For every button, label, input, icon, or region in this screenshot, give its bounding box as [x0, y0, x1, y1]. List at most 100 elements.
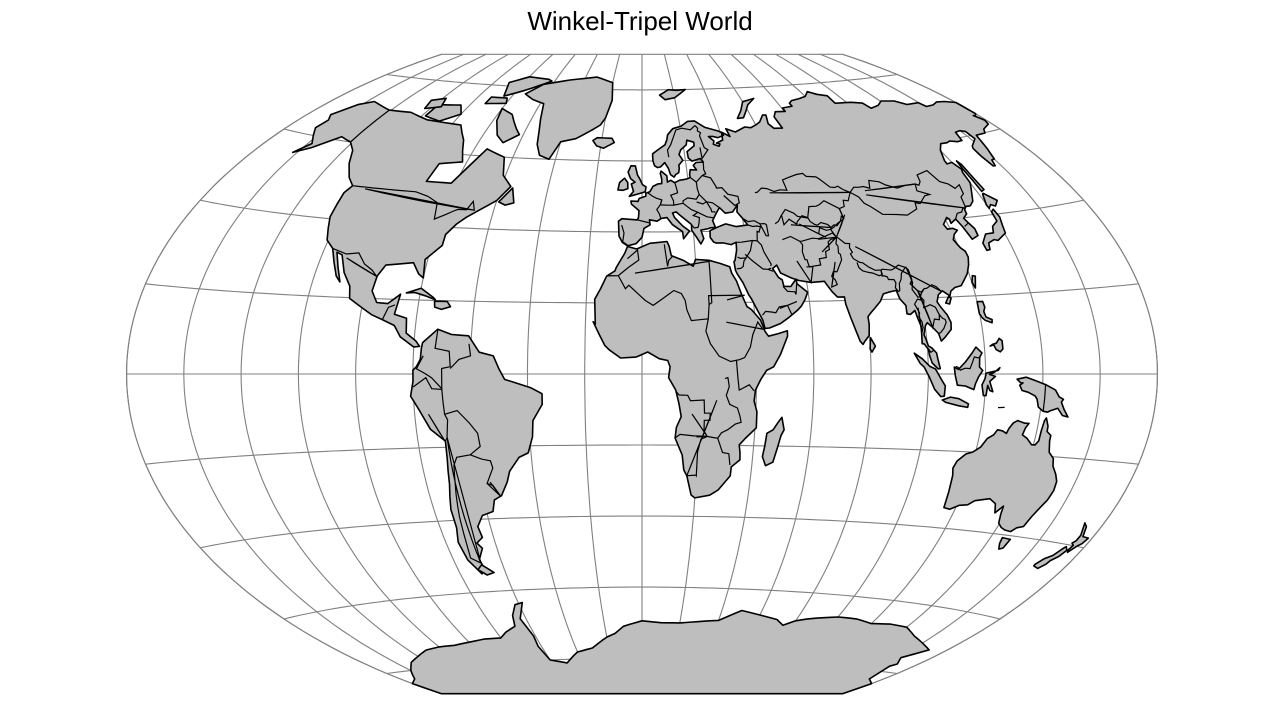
country-border — [799, 232, 838, 242]
country-border — [1042, 384, 1047, 412]
country-border — [705, 318, 764, 363]
land-hispaniola — [433, 300, 452, 311]
country-border — [698, 194, 720, 209]
land-philippines-luzon — [976, 300, 993, 324]
land-eurasia — [617, 90, 996, 370]
land-madagascar — [761, 416, 785, 467]
country-border — [685, 376, 742, 478]
land-australia — [943, 417, 1058, 533]
land-britain — [627, 165, 647, 198]
land-south-america — [409, 328, 543, 575]
country-border — [412, 376, 449, 443]
country-border — [697, 211, 714, 219]
country-border — [898, 267, 906, 293]
globe-outline — [126, 53, 1158, 695]
country-border — [332, 247, 378, 277]
country-border — [702, 174, 740, 207]
country-border — [694, 125, 709, 160]
country-border — [352, 185, 475, 221]
country-border — [381, 304, 396, 320]
country-border — [955, 356, 980, 371]
country-border — [744, 253, 772, 270]
land-north-america — [291, 100, 512, 348]
country-border — [911, 282, 924, 334]
land-sri-lanka — [869, 336, 877, 353]
country-border — [806, 236, 838, 268]
land-svalbard — [658, 88, 686, 101]
land-new-guinea — [1016, 376, 1069, 418]
country-border — [667, 255, 674, 267]
land-taiwan — [971, 274, 977, 289]
country-borders — [332, 109, 1047, 565]
country-border — [444, 409, 483, 565]
country-border — [621, 224, 630, 247]
land-baffin — [496, 107, 521, 144]
country-border — [449, 343, 472, 369]
country-border — [919, 288, 925, 297]
map-title: Winkel-Tripel World — [527, 6, 753, 36]
country-border — [782, 283, 798, 295]
land-devon — [484, 96, 508, 105]
land-africa — [592, 240, 789, 499]
land-philippines-mindanao — [989, 337, 1004, 353]
parallel-line — [200, 515, 1084, 549]
country-border — [707, 294, 745, 305]
land-tierra-del-fuego — [477, 564, 495, 576]
land-novaya-zemlya — [736, 97, 755, 120]
country-border — [663, 244, 669, 267]
land-greenland — [524, 76, 614, 160]
graticule — [126, 53, 1158, 695]
country-border — [955, 207, 966, 219]
land-japan — [982, 208, 1007, 252]
land-banks — [423, 97, 447, 110]
country-border — [759, 223, 770, 237]
land-masses — [291, 76, 1090, 695]
country-border — [762, 301, 798, 316]
country-border — [486, 482, 501, 497]
country-border — [964, 222, 969, 227]
country-border — [736, 224, 762, 243]
country-border — [675, 391, 711, 437]
country-border — [735, 359, 755, 392]
country-border — [782, 235, 814, 285]
land-antarctica — [410, 601, 930, 695]
country-border — [786, 305, 793, 315]
country-border — [754, 172, 851, 194]
country-border — [673, 176, 700, 206]
land-hokkaido — [981, 192, 998, 210]
parallel-line — [283, 586, 1001, 620]
land-hainan — [944, 295, 952, 305]
land-java — [941, 396, 970, 409]
land-victoria — [424, 103, 462, 122]
country-border — [682, 202, 701, 229]
country-border — [938, 314, 947, 335]
country-border — [717, 438, 731, 466]
country-border — [756, 240, 772, 267]
land-sumatra — [913, 352, 947, 398]
country-border — [736, 257, 747, 270]
country-border — [829, 192, 851, 239]
country-border — [617, 260, 713, 322]
country-border — [905, 266, 940, 330]
country-border — [880, 269, 900, 293]
land-cuba — [405, 287, 437, 301]
country-border — [681, 125, 696, 131]
country-border — [856, 262, 884, 277]
land-tasmania — [998, 536, 1012, 550]
country-border — [350, 109, 390, 143]
land-ireland — [617, 177, 629, 192]
land-sulawesi — [981, 366, 1001, 397]
country-border — [927, 348, 934, 354]
land-newfoundland — [497, 187, 515, 206]
country-border — [696, 200, 716, 213]
country-border — [695, 161, 707, 183]
country-border — [666, 127, 682, 158]
country-border — [780, 214, 832, 238]
country-border — [637, 219, 651, 224]
land-sakhalin — [955, 160, 985, 193]
country-border — [674, 433, 708, 439]
parallel-line — [386, 73, 898, 91]
country-border — [767, 268, 774, 272]
country-border — [659, 182, 679, 206]
